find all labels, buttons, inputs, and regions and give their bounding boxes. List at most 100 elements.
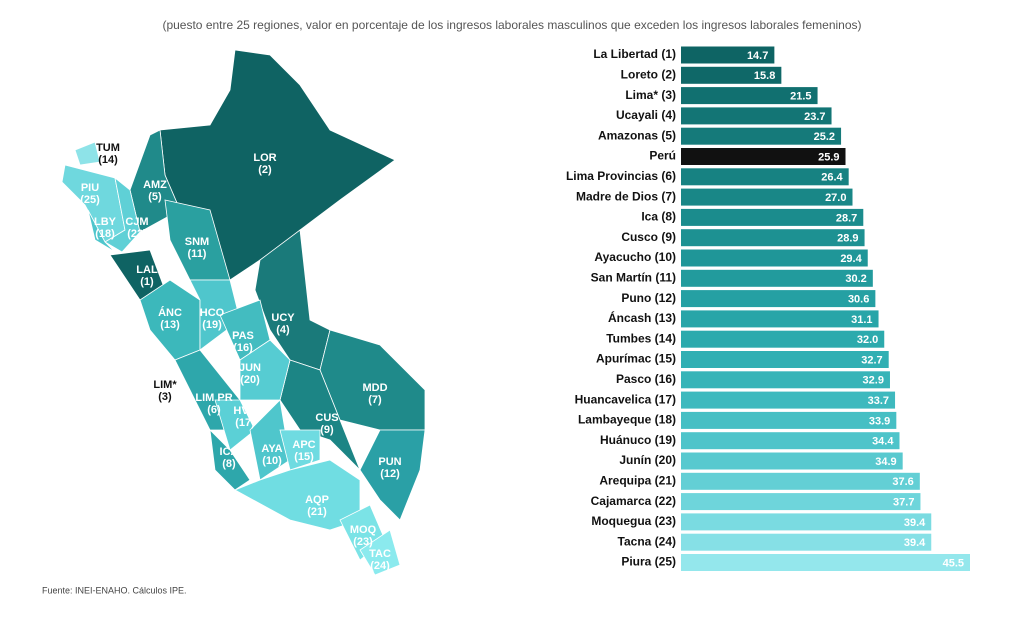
bar xyxy=(681,411,897,429)
region-code: AQP xyxy=(305,494,329,506)
region-code: LBY xyxy=(94,216,117,228)
region-rank: (5) xyxy=(148,191,162,203)
category-label: Apurímac (15) xyxy=(596,352,676,366)
value-label: 29.4 xyxy=(840,253,862,265)
region-code: TUM xyxy=(96,142,120,154)
region-code: PIU xyxy=(81,182,99,194)
region-code: MOQ xyxy=(350,524,377,536)
bar xyxy=(681,46,775,64)
category-label: Lambayeque (18) xyxy=(578,413,676,427)
value-label: 26.4 xyxy=(821,172,843,184)
value-label: 32.9 xyxy=(863,375,884,387)
value-label: 30.6 xyxy=(848,294,869,306)
value-label: 32.7 xyxy=(861,354,882,366)
region-code: AMZ xyxy=(143,179,167,191)
bar xyxy=(681,330,885,348)
region-rank: (2) xyxy=(258,164,272,176)
category-label: Loreto (2) xyxy=(621,67,676,81)
category-label: Piura (25) xyxy=(621,555,676,569)
value-label: 25.2 xyxy=(814,131,835,143)
bar xyxy=(681,208,864,226)
value-label: 28.7 xyxy=(836,212,857,224)
region-rank: (9) xyxy=(320,424,334,436)
region-code: CJM xyxy=(125,216,148,228)
value-label: 33.7 xyxy=(868,395,889,407)
region-rank: (6) xyxy=(207,404,221,416)
region-code: PAS xyxy=(232,330,254,342)
bar xyxy=(681,127,842,145)
value-label: 39.4 xyxy=(904,537,926,549)
region-rank: (7) xyxy=(368,394,382,406)
region-rank: (17) xyxy=(235,417,255,429)
value-label: 30.2 xyxy=(845,273,866,285)
region-rank: (1) xyxy=(140,276,154,288)
value-label: 15.8 xyxy=(754,70,775,82)
bar xyxy=(681,513,932,531)
value-label: 31.1 xyxy=(851,314,872,326)
bar xyxy=(681,66,782,84)
region-rank: (21) xyxy=(307,506,327,518)
region-code: LAL xyxy=(136,264,158,276)
bar xyxy=(681,269,873,287)
region-rank: (23) xyxy=(353,536,373,548)
value-label: 39.4 xyxy=(904,517,926,529)
bar xyxy=(681,452,903,470)
bar xyxy=(681,148,846,165)
bar xyxy=(681,493,921,511)
value-label: 14.7 xyxy=(747,50,768,62)
region-code: TAC xyxy=(369,548,391,560)
value-label: 21.5 xyxy=(790,91,811,103)
region-rank: (25) xyxy=(80,194,100,206)
value-label: 34.9 xyxy=(875,456,896,468)
bar xyxy=(681,432,900,450)
region-code: UCY xyxy=(271,312,295,324)
region-code: PUN xyxy=(378,456,401,468)
category-label: Puno (12) xyxy=(621,291,676,305)
region-rank: (4) xyxy=(276,324,290,336)
category-label: Áncash (13) xyxy=(608,310,676,325)
region-rank: (18) xyxy=(95,228,115,240)
bar xyxy=(681,310,879,328)
bar xyxy=(681,351,889,368)
region-rank: (11) xyxy=(188,248,207,260)
value-label: 37.7 xyxy=(893,497,914,509)
bar xyxy=(681,107,832,125)
value-label: 37.6 xyxy=(892,476,913,488)
region-rank: (19) xyxy=(202,319,222,331)
region-code: LIM PR xyxy=(195,392,232,404)
bar xyxy=(681,554,970,571)
value-label: 33.9 xyxy=(869,415,890,427)
region-rank: (15) xyxy=(294,451,314,463)
category-label: San Martín (11) xyxy=(591,270,676,284)
category-label: Ayacucho (10) xyxy=(594,250,676,264)
bar xyxy=(681,472,920,490)
map xyxy=(61,49,426,576)
category-label: Moquegua (23) xyxy=(591,514,676,528)
region-rank: (24) xyxy=(370,560,390,572)
region-rank: (3) xyxy=(158,391,172,403)
category-label: Lima Provincias (6) xyxy=(566,169,676,183)
value-label: 34.4 xyxy=(872,436,894,448)
value-label: 28.9 xyxy=(837,233,858,245)
bar xyxy=(681,249,868,267)
bar xyxy=(681,533,932,551)
category-label: Perú xyxy=(649,149,676,163)
region-code: AYA xyxy=(261,443,282,455)
category-label: Tacna (24) xyxy=(618,534,676,548)
region-code: HVC xyxy=(233,405,256,417)
value-label: 25.9 xyxy=(818,151,839,163)
category-label: Cajamarca (22) xyxy=(591,494,676,508)
region-rank: (12) xyxy=(380,468,400,480)
bar xyxy=(681,229,865,247)
region-code: LOR xyxy=(253,152,276,164)
category-label: Ica (8) xyxy=(641,210,676,224)
region-rank: (8) xyxy=(222,458,236,470)
region-rank: (14) xyxy=(98,154,118,166)
region-code: ÁNC xyxy=(158,306,182,319)
region-code: HCO xyxy=(200,307,225,319)
bar xyxy=(681,87,818,105)
region-code: APC xyxy=(292,439,315,451)
category-label: Ucayali (4) xyxy=(616,108,676,122)
category-label: Huánuco (19) xyxy=(600,433,676,447)
